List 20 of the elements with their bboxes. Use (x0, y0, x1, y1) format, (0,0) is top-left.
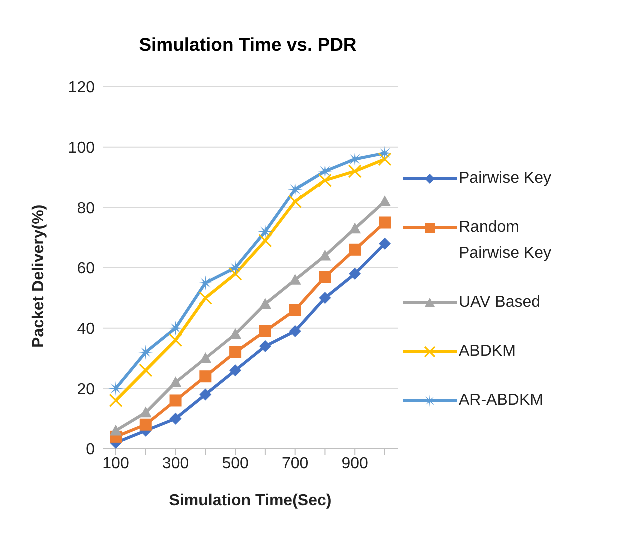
y-tick-label: 80 (77, 200, 96, 218)
y-tick-label: 120 (68, 80, 96, 97)
legend-label: Random Pairwise Key (459, 218, 552, 264)
x-tick-label: 300 (162, 455, 190, 472)
legend-label: AR-ABDKM (459, 391, 544, 411)
y-axis-title: Packet Delivery(%) (30, 204, 48, 348)
y-tick-label: 0 (86, 442, 96, 459)
y-tick-label: 40 (77, 321, 96, 338)
x-tick-label: 900 (342, 455, 369, 472)
x-tick-label: 700 (282, 455, 309, 472)
y-tick-label: 100 (68, 140, 96, 158)
y-tick-label: 60 (77, 260, 96, 278)
legend-label: Pairwise Key (459, 169, 552, 189)
chart-title: Simulation Time vs. PDR (138, 33, 358, 57)
y-tick-label: 20 (77, 381, 96, 398)
x-tick-label: 100 (102, 455, 130, 472)
x-tick-label: 500 (222, 455, 249, 472)
legend-label: UAV Based (459, 293, 542, 313)
legend-label: ABDKM (459, 342, 517, 362)
x-axis-title: Simulation Time(Sec) (169, 492, 332, 510)
